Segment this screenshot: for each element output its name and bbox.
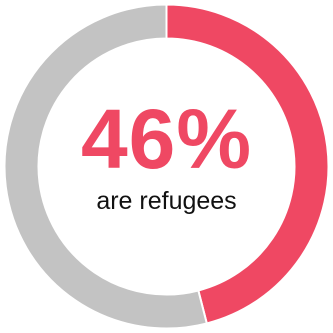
donut-slice-1 (3, 3, 209, 330)
center-percentage: 46% (80, 92, 253, 186)
center-caption: are refugees (96, 187, 237, 215)
donut-slice-0 (165, 3, 330, 325)
